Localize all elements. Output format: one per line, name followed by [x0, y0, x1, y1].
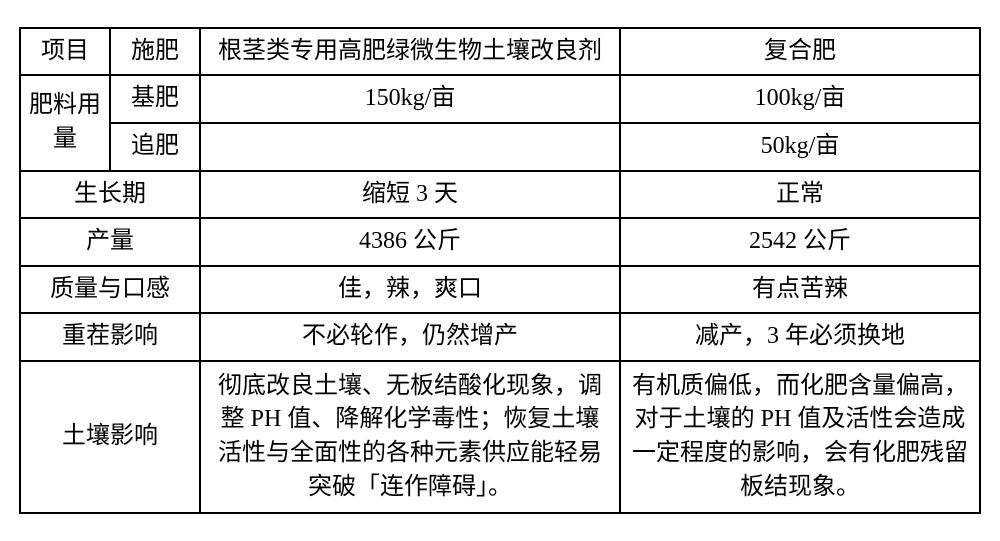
replant-label: 重茬影响: [20, 313, 200, 361]
quality-label: 质量与口感: [20, 266, 200, 314]
yield-product: 4386 公斤: [200, 218, 620, 266]
soil-product: 彻底改良土壤、无板结酸化现象，调整 PH 值、降解化学毒性；恢复土壤活性与全面性…: [200, 361, 620, 513]
growth-compound: 正常: [620, 171, 980, 219]
quality-product: 佳，辣，爽口: [200, 266, 620, 314]
replant-product: 不必轮作，仍然增产: [200, 313, 620, 361]
growth-label: 生长期: [20, 171, 200, 219]
header-compound: 复合肥: [620, 28, 980, 76]
growth-product: 缩短 3 天: [200, 171, 620, 219]
dosage-base-label: 基肥: [110, 75, 200, 123]
dosage-label: 肥料用量: [20, 75, 110, 170]
table-row: 生长期 缩短 3 天 正常: [20, 171, 980, 219]
yield-label: 产量: [20, 218, 200, 266]
table-row: 追肥 50kg/亩: [20, 123, 980, 171]
header-fertilization: 施肥: [110, 28, 200, 76]
header-project: 项目: [20, 28, 110, 76]
table-row: 项目 施肥 根茎类专用高肥绿微生物土壤改良剂 复合肥: [20, 28, 980, 76]
dosage-top-label: 追肥: [110, 123, 200, 171]
soil-label: 土壤影响: [20, 361, 200, 513]
dosage-top-compound: 50kg/亩: [620, 123, 980, 171]
table-row: 肥料用量 基肥 150kg/亩 100kg/亩: [20, 75, 980, 123]
soil-compound: 有机质偏低，而化肥含量偏高，对于土壤的 PH 值及活性会造成一定程度的影响，会有…: [620, 361, 980, 513]
replant-compound: 减产，3 年必须换地: [620, 313, 980, 361]
dosage-base-compound: 100kg/亩: [620, 75, 980, 123]
yield-compound: 2542 公斤: [620, 218, 980, 266]
quality-compound: 有点苦辣: [620, 266, 980, 314]
header-product: 根茎类专用高肥绿微生物土壤改良剂: [200, 28, 620, 76]
table-row: 土壤影响 彻底改良土壤、无板结酸化现象，调整 PH 值、降解化学毒性；恢复土壤活…: [20, 361, 980, 513]
table-row: 质量与口感 佳，辣，爽口 有点苦辣: [20, 266, 980, 314]
table-row: 产量 4386 公斤 2542 公斤: [20, 218, 980, 266]
dosage-top-product: [200, 123, 620, 171]
table-row: 重茬影响 不必轮作，仍然增产 减产，3 年必须换地: [20, 313, 980, 361]
dosage-base-product: 150kg/亩: [200, 75, 620, 123]
comparison-table: 项目 施肥 根茎类专用高肥绿微生物土壤改良剂 复合肥 肥料用量 基肥 150kg…: [19, 27, 981, 515]
